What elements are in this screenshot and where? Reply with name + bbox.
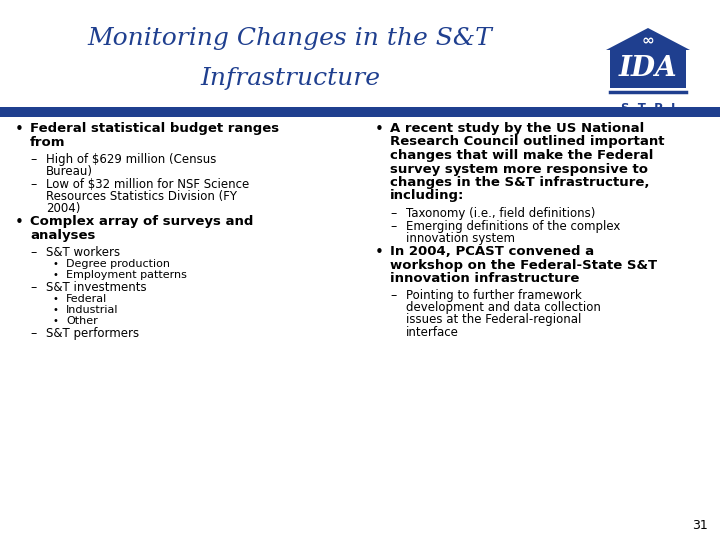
Text: innovation infrastructure: innovation infrastructure (390, 272, 580, 285)
Text: Infrastructure: Infrastructure (200, 66, 380, 90)
Text: Employment patterns: Employment patterns (66, 270, 187, 280)
Text: Research Council outlined important: Research Council outlined important (390, 136, 665, 148)
Text: High of $629 million (Census: High of $629 million (Census (46, 153, 217, 166)
Text: Taxonomy (i.e., field definitions): Taxonomy (i.e., field definitions) (406, 207, 595, 220)
Text: S&T investments: S&T investments (46, 281, 147, 294)
Text: changes in the S&T infrastructure,: changes in the S&T infrastructure, (390, 176, 649, 189)
Text: analyses: analyses (30, 228, 95, 241)
Text: Complex array of surveys and: Complex array of surveys and (30, 215, 253, 228)
Text: development and data collection: development and data collection (406, 301, 601, 314)
Text: Low of $32 million for NSF Science: Low of $32 million for NSF Science (46, 178, 249, 191)
Text: S&T performers: S&T performers (46, 327, 139, 340)
Text: –: – (390, 289, 396, 302)
Text: workshop on the Federal-State S&T: workshop on the Federal-State S&T (390, 259, 657, 272)
Text: S  T  P  I: S T P I (621, 102, 675, 115)
Text: •: • (52, 305, 58, 315)
Text: Bureau): Bureau) (46, 165, 93, 178)
Text: IDA: IDA (618, 56, 678, 83)
Text: Degree production: Degree production (66, 259, 170, 269)
Text: 2004): 2004) (46, 202, 81, 215)
Text: from: from (30, 136, 66, 148)
Text: •: • (52, 259, 58, 269)
FancyBboxPatch shape (0, 107, 720, 117)
Text: Emerging definitions of the complex: Emerging definitions of the complex (406, 220, 621, 233)
Text: 31: 31 (692, 519, 708, 532)
Text: Other: Other (66, 316, 98, 326)
Text: issues at the Federal-regional: issues at the Federal-regional (406, 314, 581, 327)
Text: •: • (15, 215, 24, 230)
Text: Federal: Federal (66, 294, 107, 304)
Text: –: – (30, 281, 36, 294)
Text: In 2004, PCAST convened a: In 2004, PCAST convened a (390, 245, 594, 258)
Text: •: • (52, 294, 58, 304)
Text: •: • (15, 122, 24, 137)
Text: S&T workers: S&T workers (46, 246, 120, 259)
Polygon shape (606, 28, 690, 50)
Text: Industrial: Industrial (66, 305, 119, 315)
Text: •: • (375, 245, 384, 260)
Text: –: – (30, 178, 36, 191)
Text: A recent study by the US National: A recent study by the US National (390, 122, 644, 135)
Text: –: – (30, 153, 36, 166)
Text: changes that will make the Federal: changes that will make the Federal (390, 149, 653, 162)
Text: ∞: ∞ (642, 32, 654, 48)
Text: –: – (30, 246, 36, 259)
Text: –: – (30, 327, 36, 340)
Text: Pointing to further framework: Pointing to further framework (406, 289, 582, 302)
Text: survey system more responsive to: survey system more responsive to (390, 163, 648, 176)
Text: Monitoring Changes in the S&T: Monitoring Changes in the S&T (88, 26, 492, 50)
Text: •: • (52, 270, 58, 280)
Text: –: – (390, 207, 396, 220)
Text: Resources Statistics Division (FY: Resources Statistics Division (FY (46, 190, 237, 203)
Text: •: • (52, 316, 58, 326)
FancyBboxPatch shape (610, 50, 686, 88)
Text: Federal statistical budget ranges: Federal statistical budget ranges (30, 122, 279, 135)
Text: interface: interface (406, 326, 459, 339)
Text: innovation system: innovation system (406, 232, 515, 245)
Text: •: • (375, 122, 384, 137)
Text: including:: including: (390, 190, 464, 202)
Text: –: – (390, 220, 396, 233)
